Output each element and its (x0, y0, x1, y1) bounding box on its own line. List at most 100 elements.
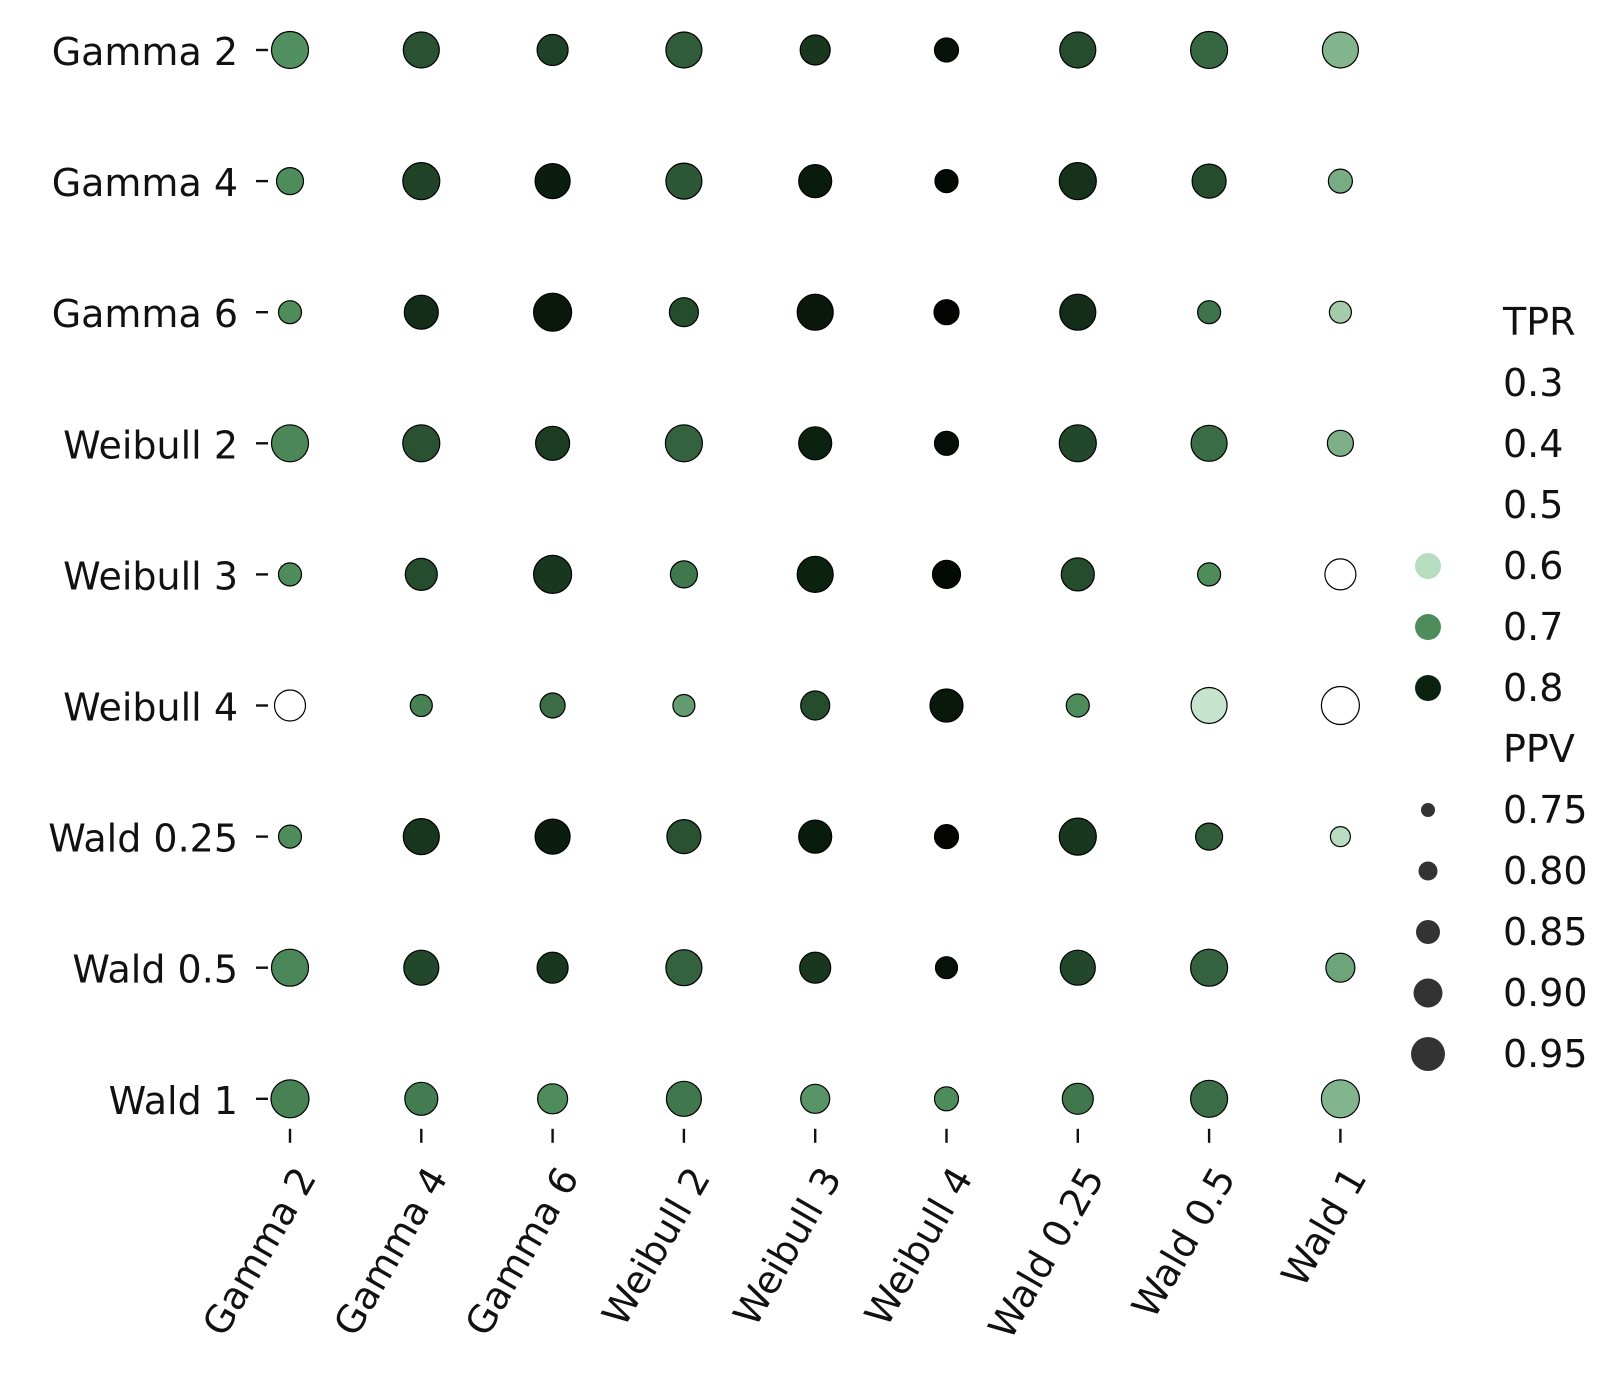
data-point (799, 34, 831, 66)
legend-size-title: PPV (1503, 727, 1575, 771)
legend-color-label: 0.7 (1503, 605, 1563, 649)
data-point (798, 819, 833, 854)
data-point (270, 30, 310, 70)
data-point (402, 31, 440, 69)
data-point (277, 300, 303, 325)
data-point (270, 948, 310, 987)
data-point (1060, 557, 1095, 592)
data-point (1191, 163, 1227, 199)
data-point (1058, 424, 1097, 463)
legend-color-marker (1415, 614, 1441, 640)
y-tick-label: Wald 0.5 (72, 948, 238, 992)
data-point (402, 817, 440, 856)
y-tick-label: Wald 1 (109, 1079, 238, 1123)
x-tick-label: Weibull 4 (856, 1160, 982, 1333)
y-tick-label: Weibull 3 (63, 554, 238, 598)
data-point (1325, 952, 1356, 983)
data-point (933, 37, 960, 63)
legend-color-label: 0.5 (1503, 483, 1563, 527)
data-point (664, 424, 704, 463)
data-point (1059, 31, 1097, 69)
data-point (665, 949, 703, 987)
legend-color-label: 0.4 (1503, 422, 1563, 466)
data-point (666, 818, 702, 855)
legend-color-label: 0.3 (1503, 361, 1563, 405)
data-point (1196, 562, 1222, 587)
data-point (277, 562, 303, 587)
data-point (796, 555, 834, 594)
data-point (270, 424, 310, 463)
legend-color-title: TPR (1502, 300, 1576, 344)
data-point (933, 1086, 960, 1112)
data-point (536, 1083, 569, 1115)
data-point (1061, 1082, 1094, 1115)
data-point (1328, 300, 1353, 324)
legend-color-label: 0.6 (1503, 544, 1563, 588)
data-point (275, 167, 305, 196)
data-point (1059, 293, 1097, 331)
data-point (277, 824, 303, 849)
data-point (404, 557, 438, 592)
x-tick-label: Wald 1 (1273, 1160, 1376, 1294)
data-point (1065, 693, 1090, 718)
data-point (1324, 558, 1357, 591)
y-tick-label: Wald 0.25 (48, 817, 238, 861)
data-point (402, 162, 441, 201)
data-point (1189, 948, 1229, 987)
data-point (1329, 825, 1352, 848)
data-point (1327, 168, 1354, 194)
x-tick-label: Gamma 4 (325, 1160, 456, 1343)
data-point (1059, 949, 1096, 986)
x-tick-label: Gamma 2 (194, 1160, 325, 1343)
legend-size-marker (1413, 978, 1443, 1008)
data-point (536, 951, 569, 984)
data-point (532, 292, 573, 332)
x-tick-label: Wald 0.5 (1123, 1160, 1244, 1325)
legend: TPR 0.3 0.4 0.5 0.6 0.7 0.8 PPV 0.75 0.80 0.85 0.90… (1411, 300, 1588, 1076)
data-point (668, 297, 700, 328)
data-point (536, 33, 569, 67)
data-point (1196, 300, 1222, 325)
data-point (1190, 686, 1228, 725)
x-tick-label: Gamma 6 (456, 1160, 587, 1343)
y-tick-label: Gamma 6 (52, 292, 238, 336)
data-point (1320, 685, 1361, 726)
y-axis: Gamma 2 Gamma 4 Gamma 6 Weibull 2 Weibull 3 W… (48, 30, 268, 1123)
data-point (534, 818, 571, 855)
legend-size-label: 0.85 (1503, 910, 1588, 954)
y-tick-label: Gamma 4 (52, 161, 238, 205)
data-point (402, 424, 441, 463)
y-tick-label: Gamma 2 (52, 30, 238, 74)
data-point (798, 164, 833, 199)
legend-color-marker (1415, 675, 1441, 701)
legend-size-label: 0.95 (1503, 1032, 1588, 1076)
data-point (1320, 1079, 1361, 1119)
data-point (1058, 817, 1097, 856)
x-tick-label: Weibull 2 (593, 1160, 719, 1333)
data-point (799, 951, 832, 984)
data-point (1326, 429, 1355, 457)
data-point (933, 823, 960, 850)
data-point (929, 688, 964, 723)
x-tick-label: Wald 0.25 (980, 1160, 1113, 1346)
data-point (796, 293, 834, 331)
data-point (539, 692, 566, 719)
data-point (404, 1081, 439, 1116)
data-point (1321, 31, 1360, 69)
legend-color-marker (1415, 553, 1441, 579)
data-point (672, 693, 696, 718)
data-point (273, 689, 307, 722)
data-point (665, 31, 703, 69)
data-point (1189, 30, 1229, 70)
data-point (1194, 822, 1224, 851)
y-tick-label: Weibull 4 (63, 686, 238, 730)
data-point (1190, 424, 1228, 462)
data-point (933, 299, 960, 326)
x-tick-label: Weibull 3 (725, 1160, 851, 1333)
data-point (270, 1079, 310, 1119)
legend-size-marker (1411, 1037, 1445, 1071)
data-point (934, 169, 959, 194)
data-point (798, 426, 833, 461)
